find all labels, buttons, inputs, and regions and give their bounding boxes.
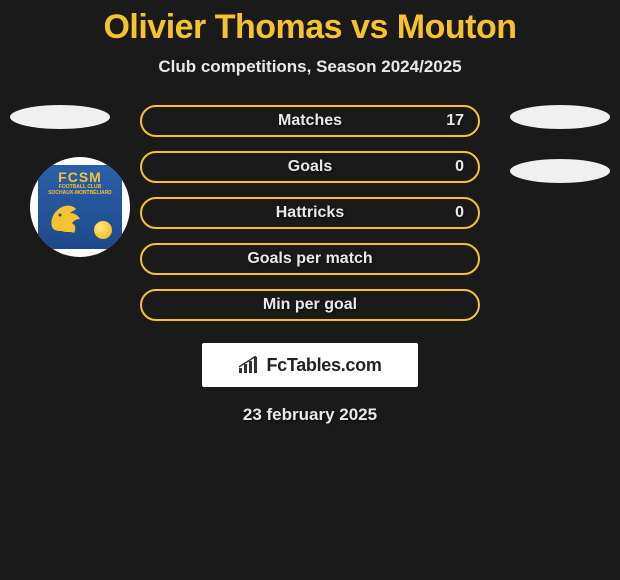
club-badge-acronym: FCSM	[58, 169, 102, 185]
stat-label: Hattricks	[276, 204, 344, 222]
footer-date: 23 february 2025	[243, 405, 377, 425]
stat-value-right: 0	[455, 158, 464, 176]
stat-row-hattricks: Hattricks 0	[140, 197, 480, 229]
stat-row-min-per-goal: Min per goal	[140, 289, 480, 321]
stat-label: Matches	[278, 112, 342, 130]
club-badge-left: FCSM FOOTBALL CLUB SOCHAUX-MONTBÉLIARD	[30, 157, 130, 257]
page-subtitle: Club competitions, Season 2024/2025	[158, 57, 461, 77]
comparison-card: Olivier Thomas vs Mouton Club competitio…	[0, 0, 620, 425]
player-left-placeholder: FCSM FOOTBALL CLUB SOCHAUX-MONTBÉLIARD	[10, 105, 110, 129]
club-badge-inner: FCSM FOOTBALL CLUB SOCHAUX-MONTBÉLIARD	[38, 165, 122, 249]
stat-value-right: 0	[455, 204, 464, 222]
avatar-placeholder-icon	[510, 105, 610, 129]
stat-row-matches: Matches 17	[140, 105, 480, 137]
brand-box[interactable]: FcTables.com	[202, 343, 418, 387]
avatar-placeholder-icon	[10, 105, 110, 129]
stat-row-goals-per-match: Goals per match	[140, 243, 480, 275]
brand-text: FcTables.com	[266, 355, 381, 376]
club-badge-placeholder-icon	[510, 159, 610, 183]
stat-label: Min per goal	[263, 296, 357, 314]
bar-chart-icon	[238, 356, 260, 374]
stat-rows: Matches 17 Goals 0 Hattricks 0 Goals per…	[140, 105, 480, 321]
club-badge-sub2: SOCHAUX-MONTBÉLIARD	[48, 191, 112, 197]
stat-label: Goals	[288, 158, 332, 176]
player-right-placeholder	[510, 105, 610, 183]
lion-icon	[46, 197, 90, 241]
ball-icon	[94, 221, 112, 239]
stat-value-right: 17	[446, 112, 464, 130]
stats-area: FCSM FOOTBALL CLUB SOCHAUX-MONTBÉLIARD M…	[0, 105, 620, 321]
stat-label: Goals per match	[247, 250, 372, 268]
stat-row-goals: Goals 0	[140, 151, 480, 183]
page-title: Olivier Thomas vs Mouton	[103, 8, 516, 47]
